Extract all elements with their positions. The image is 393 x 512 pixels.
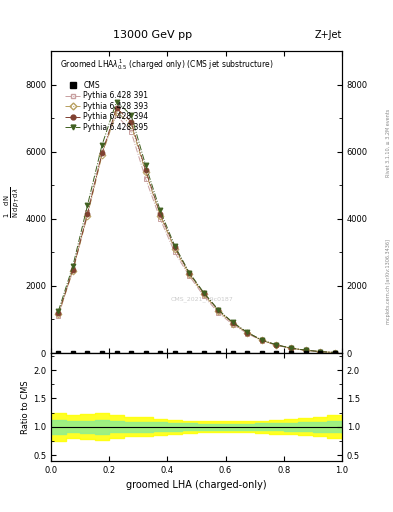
Pythia 6.428 394 [303, 347, 308, 353]
Pythia 6.428 393 [289, 345, 294, 351]
Pythia 6.428 394 [260, 337, 264, 344]
Text: CMS_2021_fI9c0187: CMS_2021_fI9c0187 [171, 296, 234, 302]
Pythia 6.428 395 [216, 307, 221, 313]
Pythia 6.428 393 [129, 122, 134, 128]
Pythia 6.428 393 [260, 337, 264, 344]
Pythia 6.428 395 [289, 345, 294, 351]
Pythia 6.428 394 [71, 267, 75, 273]
Pythia 6.428 395 [202, 290, 206, 296]
Pythia 6.428 394 [173, 244, 177, 250]
Pythia 6.428 395 [143, 162, 148, 168]
Pythia 6.428 391 [143, 176, 148, 182]
Pythia 6.428 394 [187, 270, 192, 276]
Line: Pythia 6.428 393: Pythia 6.428 393 [56, 109, 337, 355]
Pythia 6.428 394 [289, 345, 294, 351]
Pythia 6.428 394 [143, 167, 148, 174]
X-axis label: groomed LHA (charged-only): groomed LHA (charged-only) [126, 480, 267, 490]
Pythia 6.428 393 [71, 268, 75, 274]
Pythia 6.428 394 [318, 349, 323, 355]
Pythia 6.428 395 [71, 263, 75, 269]
Pythia 6.428 393 [231, 321, 235, 327]
Pythia 6.428 395 [85, 202, 90, 208]
Pythia 6.428 394 [332, 349, 337, 355]
Pythia 6.428 393 [173, 246, 177, 252]
Pythia 6.428 391 [216, 310, 221, 316]
Legend: CMS, Pythia 6.428 391, Pythia 6.428 393, Pythia 6.428 394, Pythia 6.428 395: CMS, Pythia 6.428 391, Pythia 6.428 393,… [62, 78, 152, 135]
Pythia 6.428 395 [158, 207, 163, 214]
Pythia 6.428 391 [114, 112, 119, 118]
Pythia 6.428 393 [143, 169, 148, 175]
Pythia 6.428 391 [332, 350, 337, 356]
Pythia 6.428 394 [231, 320, 235, 326]
Pythia 6.428 391 [289, 345, 294, 351]
Pythia 6.428 395 [245, 329, 250, 335]
Pythia 6.428 393 [56, 311, 61, 317]
Pythia 6.428 391 [303, 347, 308, 353]
Pythia 6.428 395 [129, 112, 134, 118]
Pythia 6.428 393 [114, 109, 119, 115]
Line: Pythia 6.428 394: Pythia 6.428 394 [56, 106, 337, 355]
Pythia 6.428 394 [202, 290, 206, 296]
Pythia 6.428 395 [114, 98, 119, 104]
Pythia 6.428 391 [245, 330, 250, 336]
Text: Groomed LHA$\lambda^{1}_{0.5}$ (charged only) (CMS jet substructure): Groomed LHA$\lambda^{1}_{0.5}$ (charged … [60, 57, 274, 72]
Pythia 6.428 394 [245, 330, 250, 336]
Pythia 6.428 395 [173, 243, 177, 249]
Pythia 6.428 393 [187, 271, 192, 278]
Text: mcplots.cern.ch [arXiv:1306.3436]: mcplots.cern.ch [arXiv:1306.3436] [386, 239, 391, 324]
Pythia 6.428 393 [202, 291, 206, 297]
Pythia 6.428 393 [303, 347, 308, 353]
Pythia 6.428 394 [56, 310, 61, 316]
Y-axis label: $\frac{1}{\mathregular{N}}\frac{\mathregular{d}\,\mathregular{N}}{\mathregular{d: $\frac{1}{\mathregular{N}}\frac{\mathreg… [3, 186, 22, 218]
Pythia 6.428 391 [100, 148, 105, 155]
Pythia 6.428 395 [56, 308, 61, 314]
Pythia 6.428 391 [274, 342, 279, 348]
Line: Pythia 6.428 395: Pythia 6.428 395 [56, 99, 337, 355]
Pythia 6.428 394 [274, 342, 279, 348]
Y-axis label: Ratio to CMS: Ratio to CMS [21, 380, 30, 434]
Pythia 6.428 391 [318, 349, 323, 355]
Pythia 6.428 391 [158, 216, 163, 222]
Pythia 6.428 394 [158, 211, 163, 217]
Pythia 6.428 393 [216, 308, 221, 314]
Pythia 6.428 395 [332, 349, 337, 355]
Pythia 6.428 394 [85, 211, 90, 217]
Pythia 6.428 395 [318, 349, 323, 355]
Pythia 6.428 395 [100, 142, 105, 148]
Pythia 6.428 395 [303, 347, 308, 353]
Pythia 6.428 393 [158, 212, 163, 219]
Pythia 6.428 395 [231, 319, 235, 326]
Pythia 6.428 393 [245, 330, 250, 336]
Pythia 6.428 391 [231, 322, 235, 328]
Pythia 6.428 394 [129, 119, 134, 125]
Pythia 6.428 393 [274, 342, 279, 348]
Pythia 6.428 393 [85, 212, 90, 219]
Pythia 6.428 394 [100, 151, 105, 157]
Text: Z+Jet: Z+Jet [314, 30, 342, 40]
Pythia 6.428 395 [274, 342, 279, 348]
Pythia 6.428 391 [71, 266, 75, 272]
Line: Pythia 6.428 391: Pythia 6.428 391 [56, 113, 337, 355]
Text: Rivet 3.1.10, ≥ 3.2M events: Rivet 3.1.10, ≥ 3.2M events [386, 109, 391, 178]
Pythia 6.428 395 [187, 269, 192, 275]
Pythia 6.428 394 [114, 105, 119, 111]
Pythia 6.428 393 [100, 152, 105, 158]
Pythia 6.428 391 [202, 293, 206, 299]
Pythia 6.428 391 [129, 129, 134, 135]
Pythia 6.428 391 [260, 338, 264, 344]
Pythia 6.428 391 [85, 209, 90, 215]
Pythia 6.428 391 [187, 273, 192, 279]
Pythia 6.428 394 [216, 307, 221, 313]
Pythia 6.428 395 [260, 337, 264, 343]
Pythia 6.428 391 [56, 313, 61, 319]
Pythia 6.428 391 [173, 249, 177, 255]
Pythia 6.428 393 [318, 349, 323, 355]
Pythia 6.428 393 [332, 350, 337, 356]
Text: 13000 GeV pp: 13000 GeV pp [113, 30, 193, 40]
